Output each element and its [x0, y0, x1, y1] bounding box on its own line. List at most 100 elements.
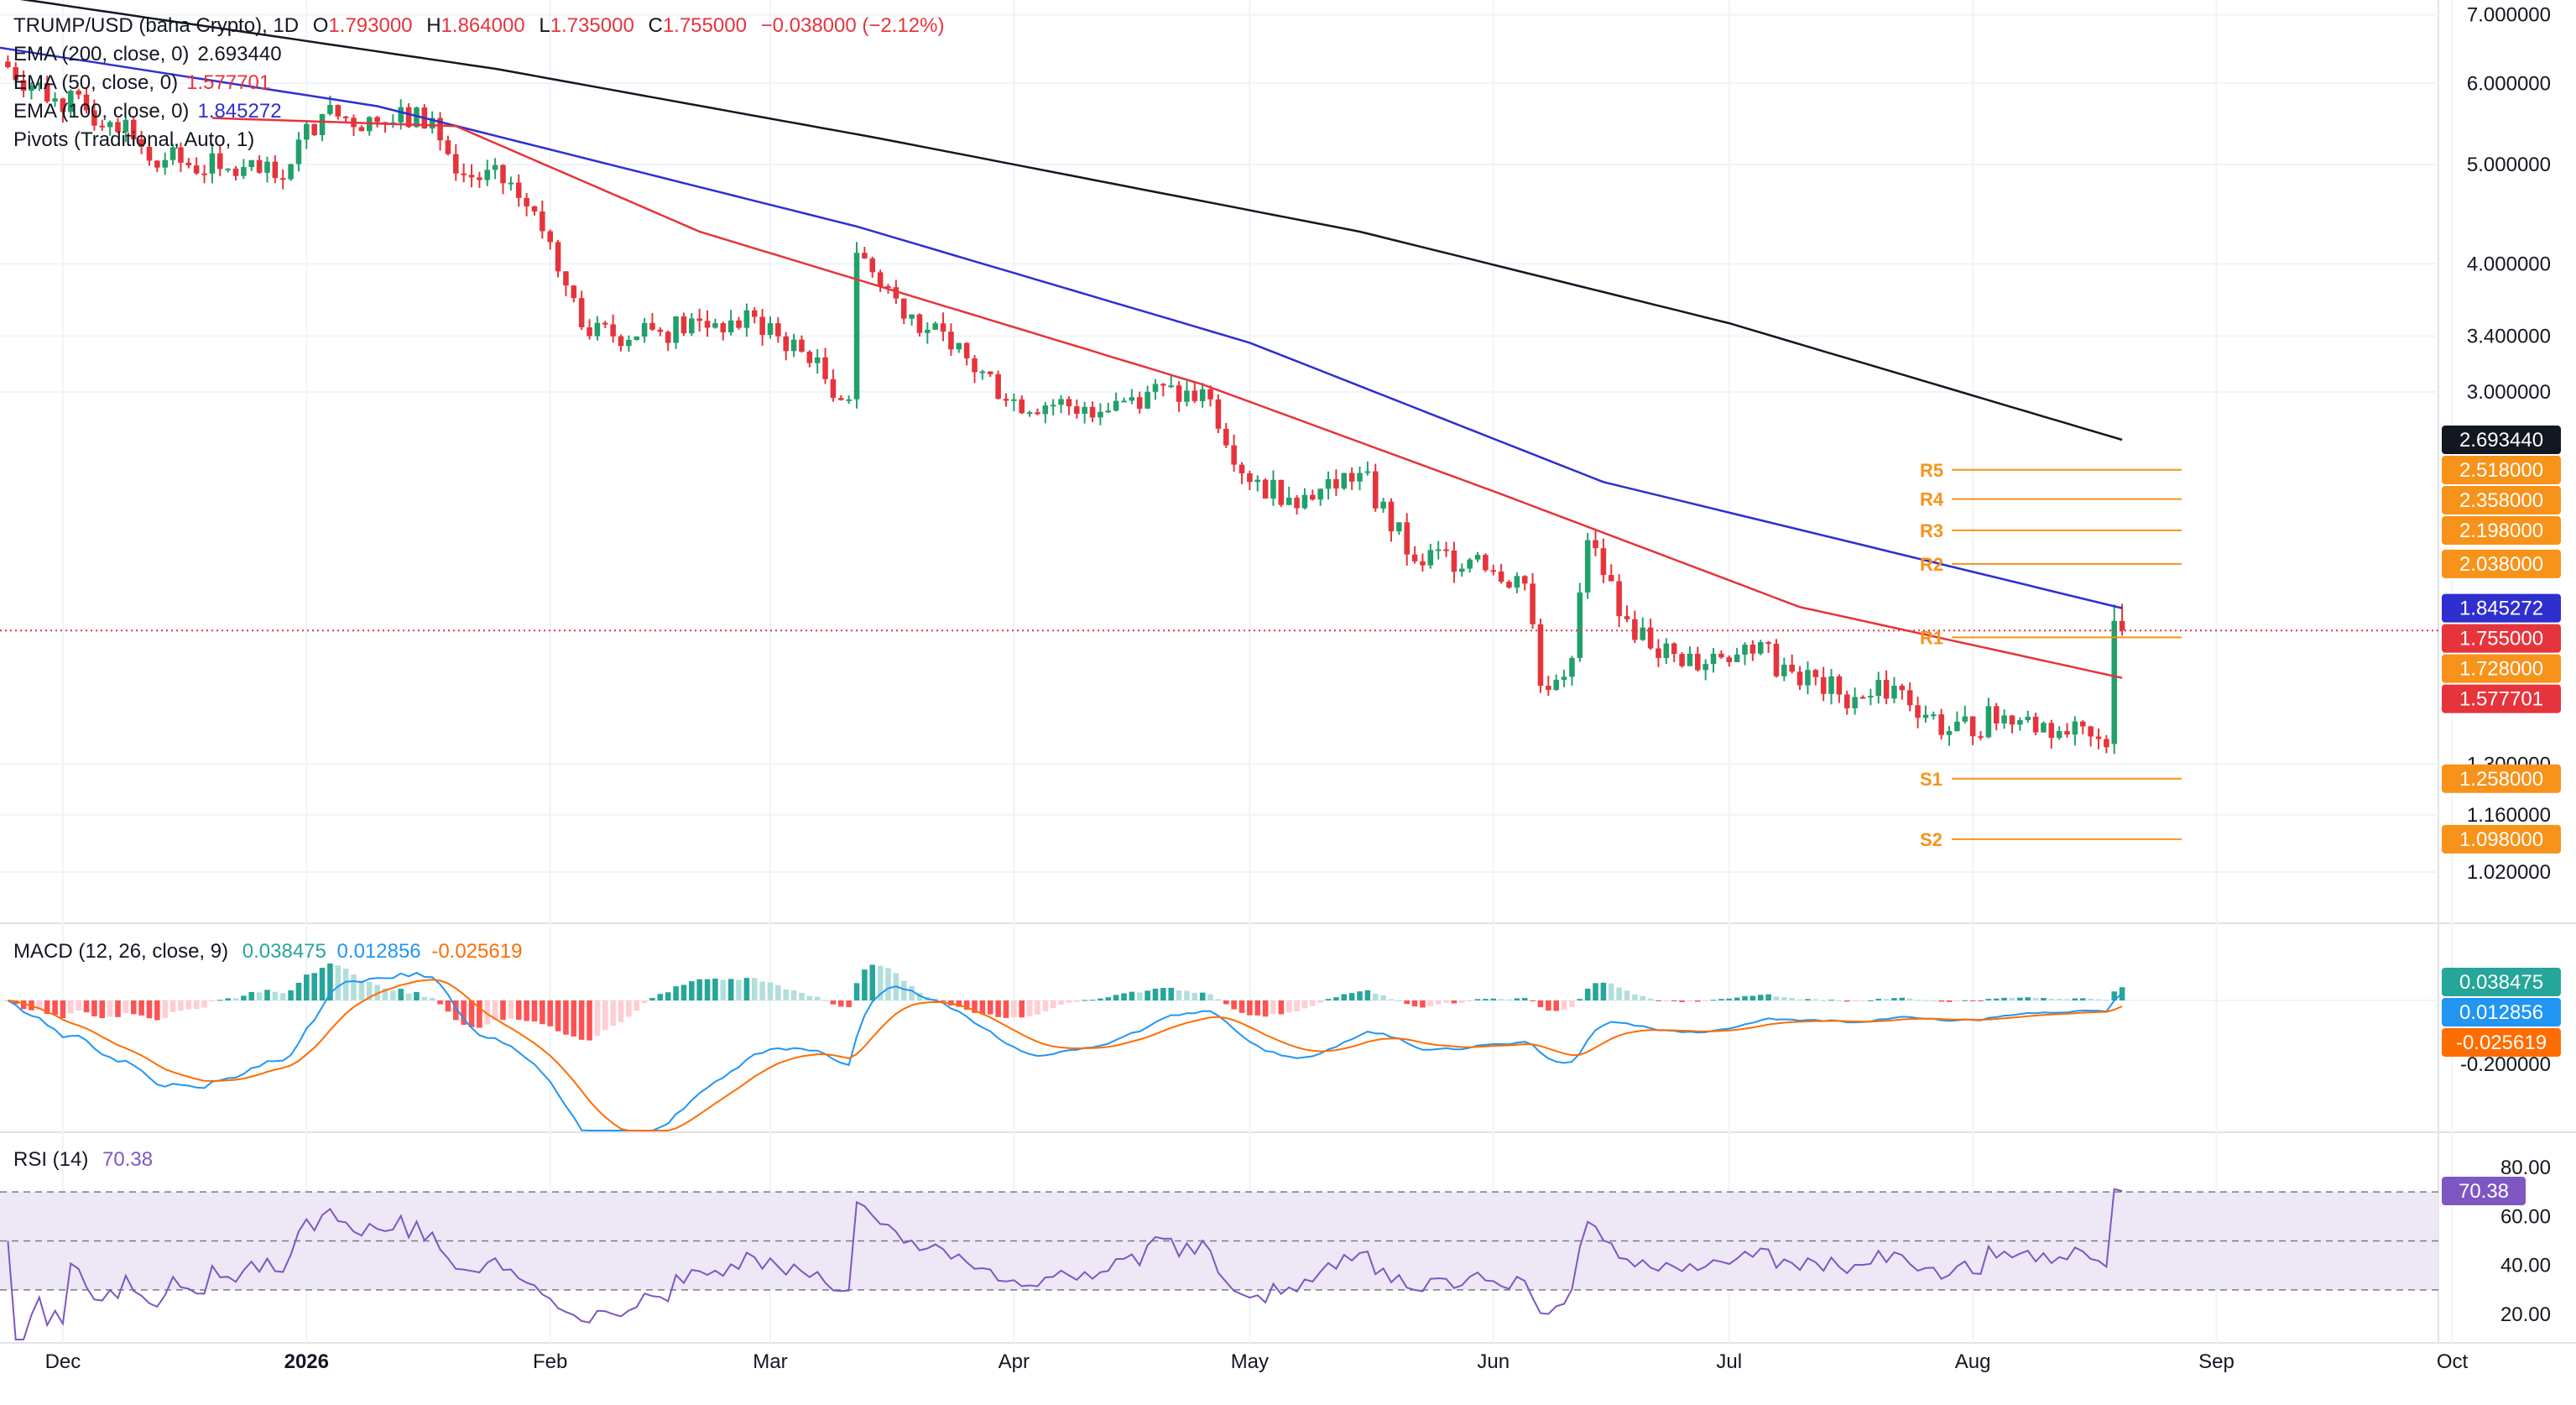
candle-body[interactable]	[2111, 620, 2118, 744]
candle-body[interactable]	[759, 316, 765, 335]
candle-body[interactable]	[1152, 384, 1159, 392]
candle-body[interactable]	[830, 379, 837, 399]
candle-body[interactable]	[1467, 559, 1473, 569]
candle-body[interactable]	[1742, 645, 1748, 655]
candle-body[interactable]	[1843, 694, 1850, 708]
candle-body[interactable]	[429, 118, 435, 129]
candle-body[interactable]	[1561, 676, 1567, 680]
candle-body[interactable]	[1372, 471, 1379, 509]
candle-body[interactable]	[743, 310, 750, 328]
candle-body[interactable]	[1514, 576, 1520, 588]
candle-body[interactable]	[2048, 723, 2055, 739]
candle-body[interactable]	[1859, 697, 1866, 699]
candle-body[interactable]	[1946, 731, 1953, 735]
candle-body[interactable]	[689, 318, 695, 334]
candle-body[interactable]	[1687, 653, 1693, 666]
ema200-legend[interactable]: EMA (200, close, 0) 2.693440	[13, 40, 290, 69]
candle-body[interactable]	[1364, 471, 1371, 473]
candle-body[interactable]	[995, 373, 1001, 400]
candle-body[interactable]	[1404, 522, 1410, 555]
candle-body[interactable]	[1757, 642, 1764, 654]
candle-body[interactable]	[264, 161, 270, 173]
candle-body[interactable]	[414, 107, 420, 128]
candle-body[interactable]	[948, 332, 954, 350]
candle-body[interactable]	[1474, 555, 1481, 560]
candle-body[interactable]	[342, 116, 349, 118]
candle-body[interactable]	[846, 399, 852, 401]
candle-body[interactable]	[2119, 620, 2125, 631]
candle-body[interactable]	[1184, 390, 1190, 402]
candle-body[interactable]	[1546, 686, 1551, 691]
candle-body[interactable]	[1129, 397, 1135, 401]
pivots-legend[interactable]: Pivots (Traditional, Auto, 1)	[13, 126, 263, 154]
candle-body[interactable]	[1113, 400, 1119, 411]
candle-body[interactable]	[241, 167, 247, 176]
candle-body[interactable]	[618, 336, 624, 347]
candle-body[interactable]	[1906, 690, 1913, 706]
candle-body[interactable]	[1899, 686, 1906, 691]
candle-body[interactable]	[29, 85, 34, 91]
candle-body[interactable]	[68, 91, 74, 112]
candle-body[interactable]	[2080, 721, 2086, 727]
candle-body[interactable]	[1411, 554, 1418, 561]
candle-body[interactable]	[1490, 570, 1497, 572]
candle-body[interactable]	[272, 161, 279, 179]
candle-body[interactable]	[1380, 501, 1386, 509]
candle-body[interactable]	[1600, 548, 1607, 576]
candle-body[interactable]	[1254, 479, 1261, 483]
candle-body[interactable]	[720, 323, 727, 332]
candle-body[interactable]	[1883, 680, 1890, 699]
candle-body[interactable]	[1058, 399, 1064, 405]
candle-body[interactable]	[1624, 616, 1630, 619]
candle-body[interactable]	[319, 113, 326, 136]
candle-body[interactable]	[1836, 676, 1843, 695]
candle-body[interactable]	[515, 182, 522, 198]
candle-body[interactable]	[1019, 399, 1025, 414]
candle-body[interactable]	[107, 122, 113, 128]
ema50-line[interactable]	[211, 117, 2123, 679]
candle-body[interactable]	[1569, 657, 1575, 677]
candle-body[interactable]	[1325, 478, 1332, 489]
candle-body[interactable]	[1773, 643, 1780, 676]
candle-body[interactable]	[2032, 716, 2039, 733]
candle-body[interactable]	[594, 322, 601, 337]
candle-body[interactable]	[52, 98, 58, 102]
candle-body[interactable]	[1333, 478, 1339, 489]
candle-body[interactable]	[178, 147, 184, 163]
candle-body[interactable]	[1435, 549, 1442, 551]
candle-body[interactable]	[437, 118, 443, 141]
candle-body[interactable]	[44, 82, 50, 102]
candle-body[interactable]	[1969, 716, 1976, 737]
ema50-legend[interactable]: EMA (50, close, 0) 1.577701	[13, 69, 279, 97]
candle-body[interactable]	[555, 242, 561, 272]
candle-body[interactable]	[193, 165, 200, 174]
candle-body[interactable]	[1262, 479, 1269, 499]
candle-body[interactable]	[1199, 389, 1206, 401]
candle-body[interactable]	[1718, 653, 1724, 658]
candle-body[interactable]	[767, 323, 774, 335]
candle-body[interactable]	[484, 170, 491, 180]
candle-body[interactable]	[1530, 583, 1536, 624]
candle-body[interactable]	[1215, 399, 1222, 429]
candle-body[interactable]	[1192, 390, 1198, 401]
candle-body[interactable]	[1074, 406, 1080, 415]
candle-body[interactable]	[853, 253, 860, 400]
candle-body[interactable]	[1443, 549, 1449, 551]
candle-body[interactable]	[925, 329, 931, 333]
candle-body[interactable]	[453, 154, 459, 174]
candle-body[interactable]	[1632, 619, 1638, 640]
candle-body[interactable]	[751, 310, 758, 317]
candle-body[interactable]	[169, 147, 176, 160]
candle-body[interactable]	[1223, 428, 1229, 446]
candle-body[interactable]	[1285, 497, 1292, 505]
candle-body[interactable]	[1852, 697, 1858, 708]
candle-body[interactable]	[83, 94, 90, 111]
candle-body[interactable]	[626, 339, 632, 347]
candle-body[interactable]	[893, 287, 900, 299]
candle-body[interactable]	[1537, 624, 1544, 687]
candle-body[interactable]	[146, 146, 153, 161]
candle-body[interactable]	[681, 316, 687, 334]
candle-body[interactable]	[445, 140, 451, 154]
candle-body[interactable]	[123, 119, 129, 133]
candle-body[interactable]	[1734, 654, 1740, 662]
